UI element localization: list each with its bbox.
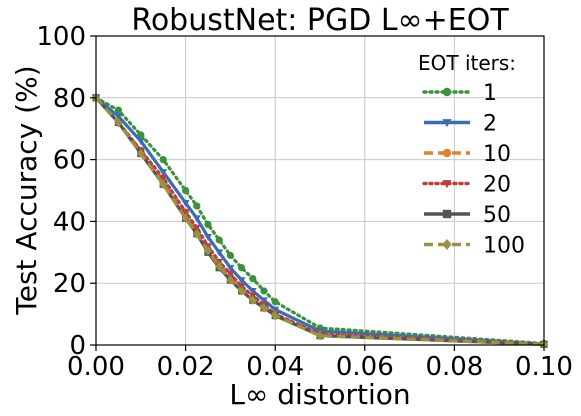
legend-label: 20 [483, 173, 511, 198]
data-point [181, 199, 190, 207]
data-point [114, 106, 122, 114]
legend-item: 20 [422, 173, 511, 198]
x-tick-label: 0.02 [157, 352, 215, 382]
data-point [226, 275, 235, 285]
legend-marker [442, 180, 452, 189]
legend-marker [442, 148, 452, 158]
series-1 [92, 94, 548, 348]
data-point [136, 138, 145, 146]
data-point [271, 306, 280, 314]
plot-frame [95, 35, 545, 346]
data-point [215, 249, 224, 257]
data-point [193, 202, 201, 210]
data-point [248, 288, 257, 295]
data-point [114, 113, 123, 121]
y-tick-label: 60 [53, 146, 86, 176]
data-point [192, 224, 201, 232]
legend-label: 10 [483, 142, 511, 167]
data-point [181, 213, 190, 223]
data-point [159, 175, 168, 183]
data-point [215, 261, 224, 271]
x-tick-label: 0.00 [67, 352, 125, 382]
data-point [192, 215, 201, 223]
legend-item: 2 [424, 112, 497, 137]
legend-item: 10 [424, 142, 511, 167]
data-point [271, 298, 279, 306]
data-point [237, 277, 246, 285]
data-point [159, 156, 167, 164]
data-point [316, 331, 324, 341]
legend-label: 100 [483, 234, 525, 259]
data-point [204, 233, 212, 241]
data-point [226, 271, 235, 278]
legend-marker [442, 119, 452, 128]
x-axis-label: L∞ distortion [229, 378, 410, 411]
data-point [260, 303, 268, 313]
data-point [181, 209, 190, 217]
legend-marker [442, 209, 452, 219]
data-point [114, 117, 123, 128]
data-point [249, 274, 257, 283]
legend-label: 1 [483, 81, 497, 106]
data-point [204, 220, 212, 229]
data-point [159, 169, 168, 176]
data-point [271, 310, 280, 321]
legend-item: 1 [422, 81, 497, 106]
data-point [137, 131, 145, 139]
x-tick-label: 0.08 [425, 352, 483, 382]
series-line [94, 96, 545, 346]
y-tick-label: 80 [53, 84, 86, 114]
data-point [226, 264, 235, 272]
legend-marker [442, 239, 452, 250]
legend-marker [442, 87, 452, 97]
data-point [192, 229, 201, 239]
y-tick-label: 100 [36, 22, 86, 52]
series-100 [92, 93, 548, 350]
data-point [237, 286, 246, 296]
data-point [238, 264, 246, 272]
series-line [94, 96, 546, 346]
data-point [215, 236, 223, 244]
y-tick-label: 40 [53, 207, 86, 237]
legend-item: 100 [424, 234, 525, 259]
data-point [204, 246, 212, 256]
legend-item: 50 [424, 203, 511, 228]
x-tick-label: 0.06 [336, 352, 394, 382]
data-point [248, 295, 257, 305]
data-point [226, 251, 234, 259]
y-axis-label: Test Accuracy (%) [10, 65, 43, 315]
data-point [260, 297, 268, 305]
x-tick-label: 0.10 [515, 352, 573, 382]
data-point [136, 148, 145, 159]
x-tick-label: 0.04 [246, 352, 304, 382]
y-tick-label: 20 [53, 269, 86, 299]
legend-label: 2 [483, 112, 497, 137]
legend-title: EOT iters: [418, 51, 516, 75]
axis-ticks: 0.00 0.02 0.04 0.06 0.08 0.10 0 20 40 60 80 100 [36, 22, 573, 382]
data-point [159, 179, 168, 189]
legend: EOT iters: 1 2 10 20 50 100 [418, 51, 525, 259]
gridlines [95, 35, 545, 346]
y-tick-label: 0 [69, 331, 86, 361]
data-point [182, 186, 190, 195]
chart-title: RobustNet: PGD L∞+EOT [131, 3, 509, 38]
data-point [260, 287, 268, 295]
legend-label: 50 [483, 203, 511, 228]
